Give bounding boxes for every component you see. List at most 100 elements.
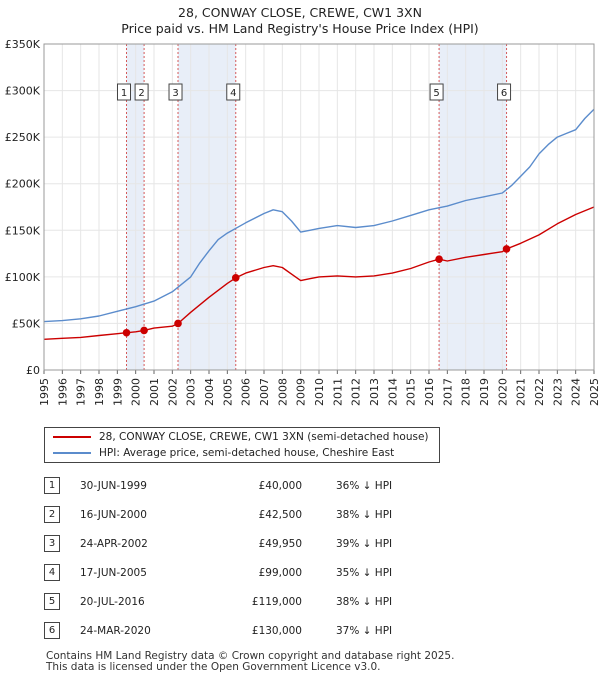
shaded-band (439, 44, 507, 370)
sale-date: 16-JUN-2000 (80, 508, 147, 521)
x-tick-label: 2011 (331, 378, 344, 406)
x-tick-label: 1996 (56, 378, 69, 406)
x-tick-label: 2006 (240, 378, 253, 406)
x-tick-label: 2002 (166, 378, 179, 406)
sale-label-number: 6 (501, 88, 507, 99)
y-tick-label: £300K (5, 85, 41, 98)
x-tick-label: 2009 (295, 378, 308, 406)
x-tick-label: 1999 (111, 378, 124, 406)
hpi-line-swatch (53, 452, 91, 454)
y-tick-label: £50K (12, 317, 41, 330)
sale-price: £99,000 (258, 566, 302, 579)
sale-number-badge: 3 (44, 535, 60, 552)
sales-table: 1 30-JUN-1999 £40,000 36% ↓ HPI 2 16-JUN… (44, 471, 392, 645)
sale-label-box (134, 83, 149, 101)
table-row: 5 20-JUL-2016 £119,000 38% ↓ HPI (44, 587, 392, 616)
x-tick-label: 2007 (258, 378, 271, 406)
legend-property-label: 28, CONWAY CLOSE, CREWE, CW1 3XN (semi-d… (99, 431, 429, 443)
x-tick-label: 2013 (368, 378, 381, 406)
sale-label-number: 2 (138, 88, 144, 99)
sale-points (122, 245, 511, 337)
sale-price: £40,000 (258, 479, 302, 492)
x-tick-label: 2024 (570, 378, 583, 406)
x-tick-label: 2021 (515, 378, 528, 406)
shaded-periods (126, 44, 507, 370)
table-row: 3 24-APR-2002 £49,950 39% ↓ HPI (44, 529, 392, 558)
x-tick-label: 2008 (276, 378, 289, 406)
sale-label-box (168, 83, 183, 101)
chart-title-line2: Price paid vs. HM Land Registry's House … (121, 21, 479, 36)
footer-licence: This data is licensed under the Open Gov… (46, 661, 381, 673)
sale-point-marker (174, 319, 182, 328)
table-row: 1 30-JUN-1999 £40,000 36% ↓ HPI (44, 471, 392, 500)
x-tick-label: 2005 (221, 378, 234, 406)
x-tick-label: 2004 (203, 378, 216, 406)
footer: Contains HM Land Registry data © Crown c… (46, 651, 454, 673)
sale-number-badge: 2 (44, 506, 60, 523)
sale-hpi-diff: 36% ↓ HPI (336, 479, 393, 492)
sale-number-badge: 6 (44, 622, 60, 639)
x-tick-label: 2014 (386, 378, 399, 406)
x-tick-label: 2017 (441, 378, 454, 406)
hpi-line (43, 108, 595, 323)
x-tick-label: 2020 (496, 378, 509, 406)
sale-date: 30-JUN-1999 (80, 479, 147, 492)
x-tick-label: 2015 (405, 378, 418, 406)
sale-date: 20-JUL-2016 (80, 595, 145, 608)
sale-price: £130,000 (251, 624, 302, 637)
x-tick-label: 2003 (185, 378, 198, 406)
legend-item-property: 28, CONWAY CLOSE, CREWE, CW1 3XN (semi-d… (53, 431, 429, 443)
table-row: 2 16-JUN-2000 £42,500 38% ↓ HPI (44, 500, 392, 529)
sale-label-box (117, 83, 131, 101)
plot-frame (43, 43, 595, 371)
sale-hpi-diff: 35% ↓ HPI (336, 566, 393, 579)
sale-label-number: 1 (121, 88, 127, 99)
table-row: 4 17-JUN-2005 £99,000 35% ↓ HPI (44, 558, 392, 587)
sale-price: £42,500 (258, 508, 302, 521)
legend: 28, CONWAY CLOSE, CREWE, CW1 3XN (semi-d… (44, 427, 440, 463)
y-tick-label: £100K (5, 271, 41, 284)
x-tick-label: 2010 (313, 378, 326, 406)
x-tick-label: 2025 (588, 378, 600, 406)
sale-number-badge: 5 (44, 593, 60, 610)
x-tick-label: 2012 (350, 378, 363, 406)
legend-hpi-label: HPI: Average price, semi-detached house,… (99, 447, 395, 459)
x-axis: 1995 1996 1997 1998 1999 2000 2001 2002 2003 2004… (38, 370, 600, 406)
y-axis: £0 £50K £100K £150K £200K £250K £300K £350K (5, 38, 41, 377)
x-tick-label: 2001 (148, 378, 161, 406)
x-tick-label: 2000 (130, 378, 143, 406)
chart-title-line1: 28, CONWAY CLOSE, CREWE, CW1 3XN (178, 5, 422, 20)
sale-label-box (226, 83, 241, 101)
y-tick-label: £150K (5, 224, 41, 237)
footer-copyright: Contains HM Land Registry data © Crown c… (46, 650, 455, 662)
property-line-swatch (53, 436, 91, 438)
legend-item-hpi: HPI: Average price, semi-detached house,… (53, 447, 394, 459)
x-tick-label: 2019 (478, 378, 491, 406)
sale-date: 17-JUN-2005 (80, 566, 147, 579)
y-tick-label: £200K (5, 178, 41, 191)
sale-price: £49,950 (258, 537, 302, 550)
sale-point-marker (502, 245, 511, 253)
sale-hpi-diff: 38% ↓ HPI (336, 595, 393, 608)
x-tick-label: 2018 (460, 378, 473, 406)
sale-label-number: 4 (230, 88, 236, 99)
sale-date: 24-APR-2002 (80, 537, 148, 550)
sale-hpi-diff: 37% ↓ HPI (336, 624, 393, 637)
sale-price: £119,000 (251, 595, 302, 608)
series-lines (43, 108, 595, 340)
sale-date: 24-MAR-2020 (80, 624, 151, 637)
x-tick-label: 2016 (423, 378, 436, 406)
sale-point-marker (140, 326, 148, 335)
sale-hpi-diff: 38% ↓ HPI (336, 508, 393, 521)
sale-label-box (497, 83, 512, 101)
y-tick-label: £0 (26, 364, 40, 377)
y-tick-label: £350K (5, 38, 41, 51)
sale-label-box (429, 83, 444, 101)
y-tick-label: £250K (5, 131, 41, 144)
sale-point-marker (122, 328, 131, 337)
sale-label-number: 3 (172, 88, 178, 99)
sale-label-number: 5 (433, 88, 439, 99)
table-row: 6 24-MAR-2020 £130,000 37% ↓ HPI (44, 616, 392, 645)
sale-number-badge: 1 (44, 477, 60, 494)
